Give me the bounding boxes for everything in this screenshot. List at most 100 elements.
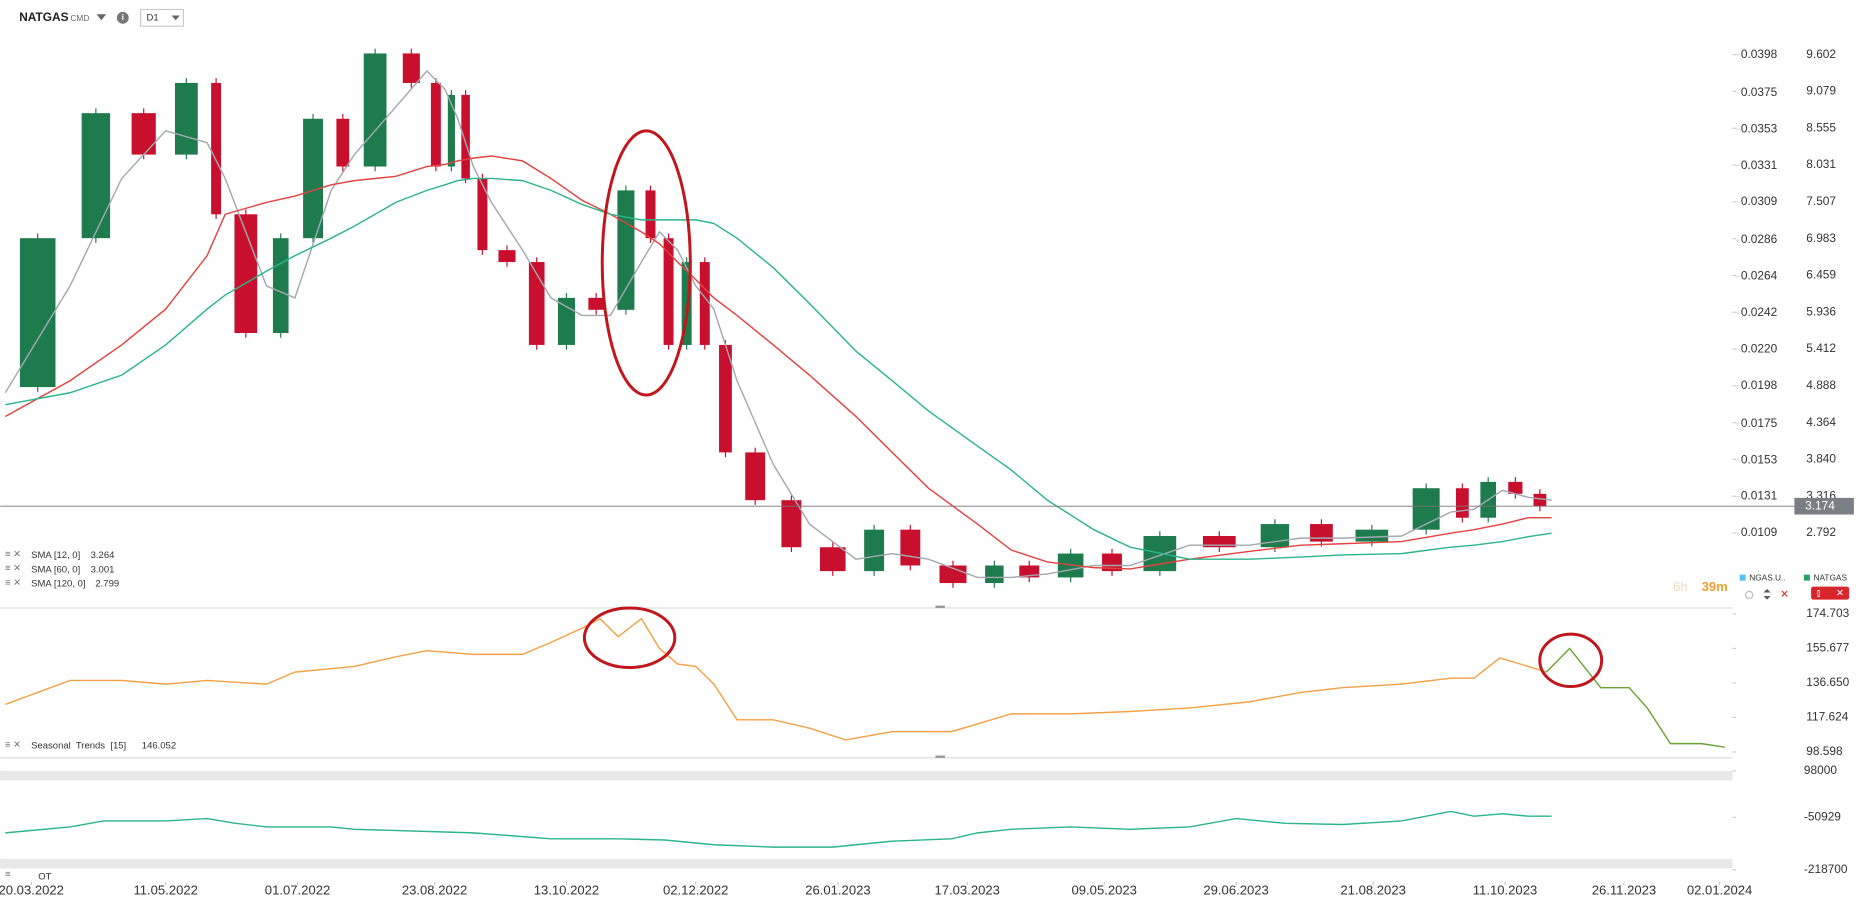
candle [447,94,455,167]
candle [430,82,441,167]
y-tick-label: -218700 [1804,862,1848,876]
info-icon-text: i [122,12,124,22]
menu-icon[interactable]: ≡ ✕ [5,549,21,560]
series-line [4,155,1552,570]
y-tick-label: 2.792 [1806,525,1836,539]
candle [699,262,710,345]
y2-tick-label: 0.0398 [1741,47,1778,61]
market: CMD [70,13,89,23]
y-tick-label: 174.703 [1806,606,1849,620]
candle [81,113,111,239]
resize-handle[interactable] [935,605,945,608]
indicator-name: OT [38,871,51,882]
x-tick-label: 09.05.2023 [1072,883,1137,898]
y2-tick-label: 0.0109 [1741,525,1778,539]
legend-label[interactable]: NATGAS [1813,572,1847,582]
candle [781,500,802,548]
candle [1412,488,1440,530]
candle [719,344,732,453]
indicator-name: SMA [12, 0] [31,550,80,561]
candle [174,82,198,155]
x-tick-label: 11.05.2022 [133,883,197,898]
y-tick-label: 155.677 [1806,641,1849,655]
indicator-name: Seasonal Trends [15] [31,741,126,752]
close-icon[interactable]: ✕ [1780,589,1789,601]
candle [1019,565,1040,578]
menu-icon[interactable]: ≡ ✕ [5,563,21,574]
y-tick-label: 9.602 [1806,47,1836,61]
legend-swatch [1803,574,1810,581]
y-tick-label: 5.936 [1806,304,1836,318]
y-tick-label: 6.459 [1806,268,1836,282]
menu-icon[interactable]: ≡ ✕ [5,739,21,750]
interval: D1 [147,12,159,23]
candle [1533,493,1547,507]
candle [363,53,387,167]
candle [303,118,324,239]
y-tick-label: 136.650 [1806,675,1849,689]
candle [477,178,488,251]
y2-tick-label: 0.0286 [1741,232,1778,246]
x-tick-label: 20.03.2022 [0,883,64,898]
candle [681,262,692,345]
candle [19,238,56,388]
y-tick-label: 5.412 [1806,341,1836,355]
y2-tick-label: 0.0220 [1741,341,1778,355]
candle [1508,481,1523,494]
indicator-value: 146.052 [142,741,176,752]
timer-hours: 6h [1673,579,1688,594]
y2-tick-label: 0.0153 [1741,452,1778,466]
legend-swatch [1739,574,1746,581]
y-tick-label: -50929 [1804,810,1841,824]
last-price-label: 3.174 [1805,498,1835,512]
info-icon[interactable] [116,11,129,24]
menu-icon[interactable]: ≡ [5,869,11,880]
y-tick-label: 6.983 [1806,231,1836,245]
y2-tick-label: 0.0375 [1741,85,1778,99]
symbol[interactable]: NATGAS [19,10,68,24]
candle [645,190,656,239]
remove-button-icon: ✕ [1836,588,1844,599]
y-tick-label: 117.624 [1806,710,1848,724]
x-tick-label: 17.03.2023 [934,883,999,898]
legend-label[interactable]: NGAS.U.. [1749,572,1786,582]
y-tick-label: 7.507 [1806,194,1836,208]
indicator-value: 2.799 [95,579,119,590]
y2-tick-label: 0.0331 [1741,158,1778,172]
band [0,770,1733,781]
remove-button[interactable] [1811,586,1850,600]
candle [211,82,222,215]
candle [985,565,1004,584]
x-tick-label: 26.01.2023 [805,883,870,898]
candle [498,250,516,263]
y2-tick-label: 0.0309 [1741,194,1778,208]
interval-box[interactable] [140,8,185,27]
candle [1202,535,1236,548]
x-tick-label: 01.07.2022 [265,883,330,898]
candle [402,53,420,83]
visibility-icon[interactable] [1745,590,1754,600]
band [0,859,1733,869]
order-icon[interactable] [1763,588,1771,600]
x-tick-label: 26.11.2023 [1592,883,1656,898]
symbol-dropdown[interactable] [96,14,107,21]
highlight-ellipse [600,129,692,397]
y-tick-label: 98000 [1804,763,1837,777]
last-price-badge [1794,497,1854,515]
y2-tick-label: 0.0353 [1741,121,1778,135]
y2-tick-label: 0.0131 [1741,489,1778,503]
menu-icon[interactable]: ≡ ✕ [5,578,21,589]
y-tick-label: 4.888 [1806,378,1836,392]
series-line [4,69,1552,579]
x-tick-label: 02.12.2022 [663,883,728,898]
indicator-name: SMA [60, 0] [31,564,80,575]
candle [1260,524,1290,548]
candle [461,94,470,179]
resize-handle[interactable] [935,755,945,758]
candle-icon: ⫾ [1817,588,1820,599]
interval-dropdown[interactable] [171,15,180,21]
candle [939,565,967,584]
indicator-value: 3.264 [91,550,115,561]
candle [336,118,350,167]
y2-tick-label: 0.0242 [1741,305,1777,319]
